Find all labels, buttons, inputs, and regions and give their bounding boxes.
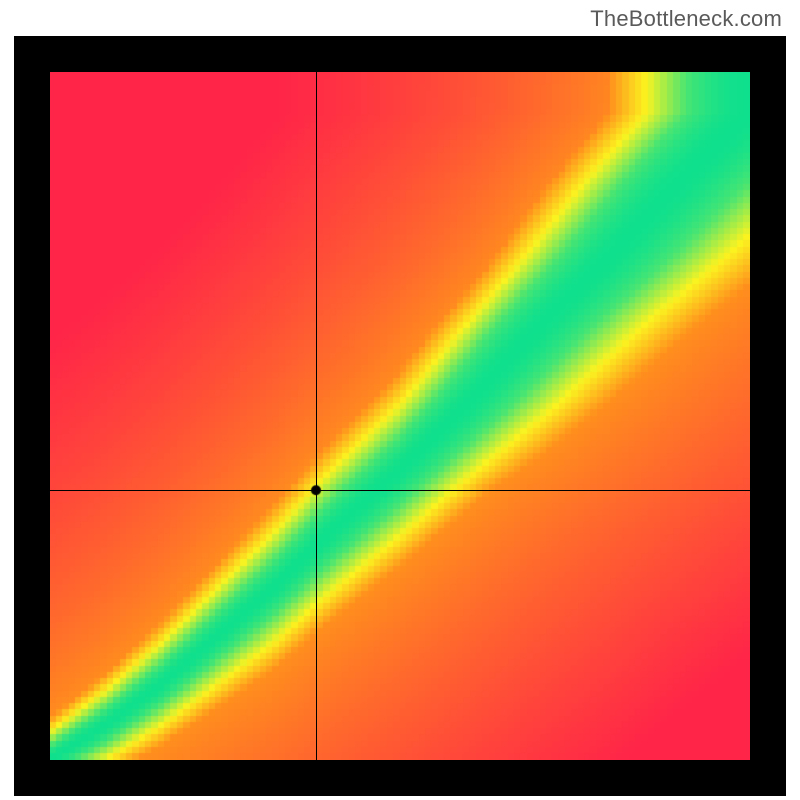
heatmap-canvas — [50, 72, 750, 760]
crosshair-vertical — [316, 72, 317, 760]
plot-frame — [14, 36, 786, 796]
watermark-text: TheBottleneck.com — [590, 6, 782, 32]
crosshair-horizontal — [50, 490, 750, 491]
chart-container: TheBottleneck.com — [0, 0, 800, 800]
